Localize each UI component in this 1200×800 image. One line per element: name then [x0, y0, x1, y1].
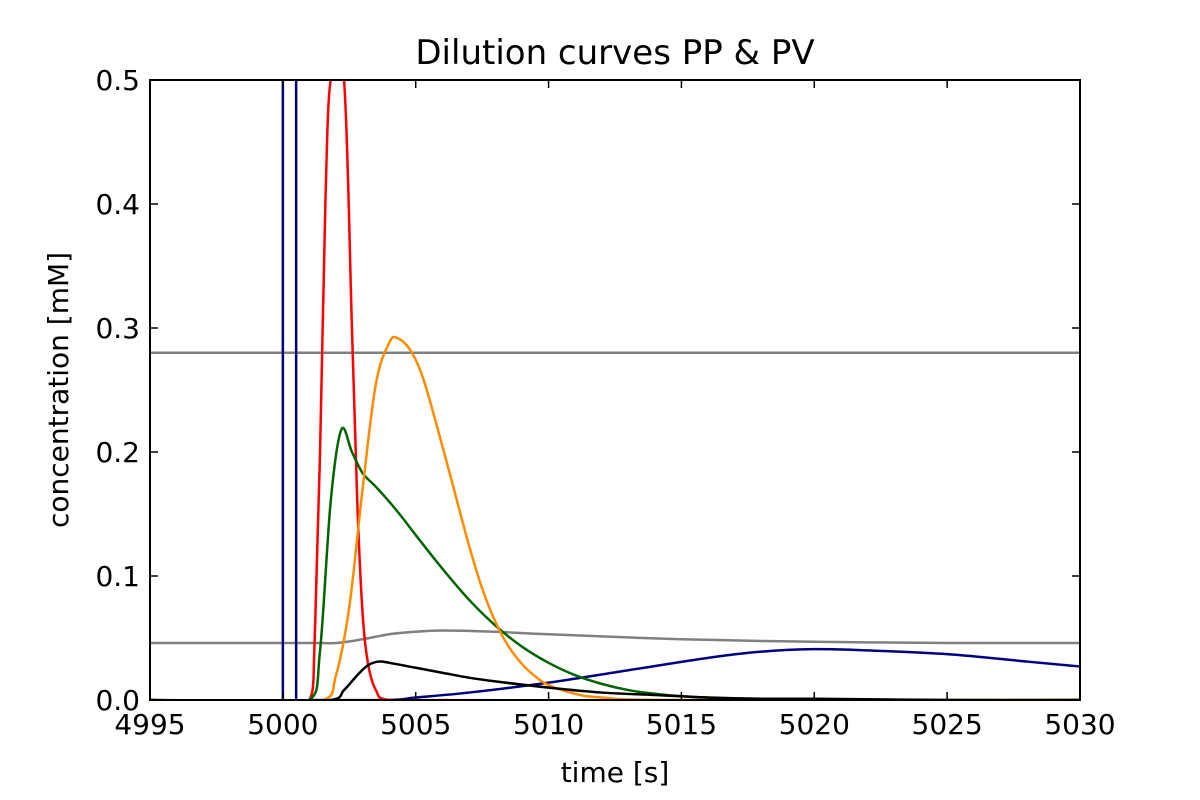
x-tick-label: 4995	[114, 708, 185, 741]
y-tick-label: 0.4	[95, 188, 140, 221]
series-line-7	[150, 660, 1080, 700]
y-axis-label: concentration [mM]	[42, 252, 75, 528]
plot-background	[150, 80, 1080, 700]
series-line-4	[150, 80, 1080, 700]
x-tick-label: 5000	[247, 708, 318, 741]
chart-title: Dilution curves PP & PV	[415, 33, 814, 73]
series-layer	[150, 80, 1080, 700]
plot-frame	[149, 79, 1081, 701]
series-line-3	[150, 80, 1080, 700]
x-tick-label: 5030	[1044, 708, 1115, 741]
y-tick-label: 0.1	[95, 560, 140, 593]
x-tick-label: 5005	[380, 708, 451, 741]
y-tick-label: 0.5	[95, 64, 140, 97]
x-axis-label: time [s]	[561, 756, 670, 789]
y-tick-label: 0.2	[95, 436, 140, 469]
x-tick-label: 5025	[912, 708, 983, 741]
y-tick-label: 0.0	[95, 684, 140, 717]
y-tick-label: 0.3	[95, 312, 140, 345]
series-line-2	[150, 629, 1080, 645]
x-tick-label: 5010	[513, 708, 584, 741]
series-line-6	[150, 335, 1080, 700]
x-tick-label: 5020	[779, 708, 850, 741]
x-tick-label: 5015	[646, 708, 717, 741]
ticks-layer: 4995 5000 5005 5010 5015 5020 5025 5030 0.0 0.1 0.…	[95, 64, 1115, 741]
